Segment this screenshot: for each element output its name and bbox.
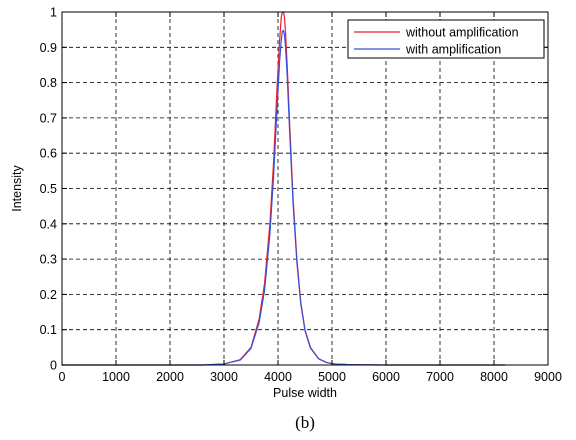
y-tick-label: 0.8 <box>40 76 57 90</box>
series-line-with-amplification <box>62 29 505 366</box>
figure-caption: (b) <box>295 413 315 432</box>
y-tick-label: 1 <box>50 6 57 20</box>
axis-ticks: 0 1000 2000 3000 4000 5000 6000 7000 8000 9000 0 0.… <box>40 6 562 385</box>
x-tick-label: 0 <box>59 370 66 384</box>
y-axis-label: Intensity <box>10 164 24 211</box>
x-tick-label: 1000 <box>102 370 130 384</box>
legend-label-without-amplification: without amplification <box>405 26 519 40</box>
y-tick-label: 0 <box>50 359 57 373</box>
x-tick-label: 6000 <box>372 370 400 384</box>
y-tick-label: 0.2 <box>40 288 57 302</box>
y-tick-label: 0.7 <box>40 111 57 125</box>
x-tick-label: 8000 <box>480 370 508 384</box>
legend: without amplification with amplification <box>347 19 545 59</box>
legend-label-with-amplification: with amplification <box>405 43 501 57</box>
x-tick-label: 4000 <box>264 370 292 384</box>
y-tick-label: 0.6 <box>40 147 57 161</box>
y-tick-label: 0.5 <box>40 182 57 196</box>
x-tick-label: 9000 <box>534 370 562 384</box>
x-axis-label: Pulse width <box>273 386 337 400</box>
x-tick-label: 3000 <box>210 370 238 384</box>
y-tick-label: 0.1 <box>40 323 57 337</box>
grid-lines <box>62 12 548 365</box>
x-tick-label: 7000 <box>426 370 454 384</box>
legend-box <box>347 19 545 59</box>
y-tick-label: 0.4 <box>40 217 57 231</box>
x-tick-label: 2000 <box>156 370 184 384</box>
y-tick-label: 0.9 <box>40 41 57 55</box>
x-tick-label: 5000 <box>318 370 346 384</box>
series-lines <box>62 11 505 366</box>
y-tick-label: 0.3 <box>40 253 57 267</box>
